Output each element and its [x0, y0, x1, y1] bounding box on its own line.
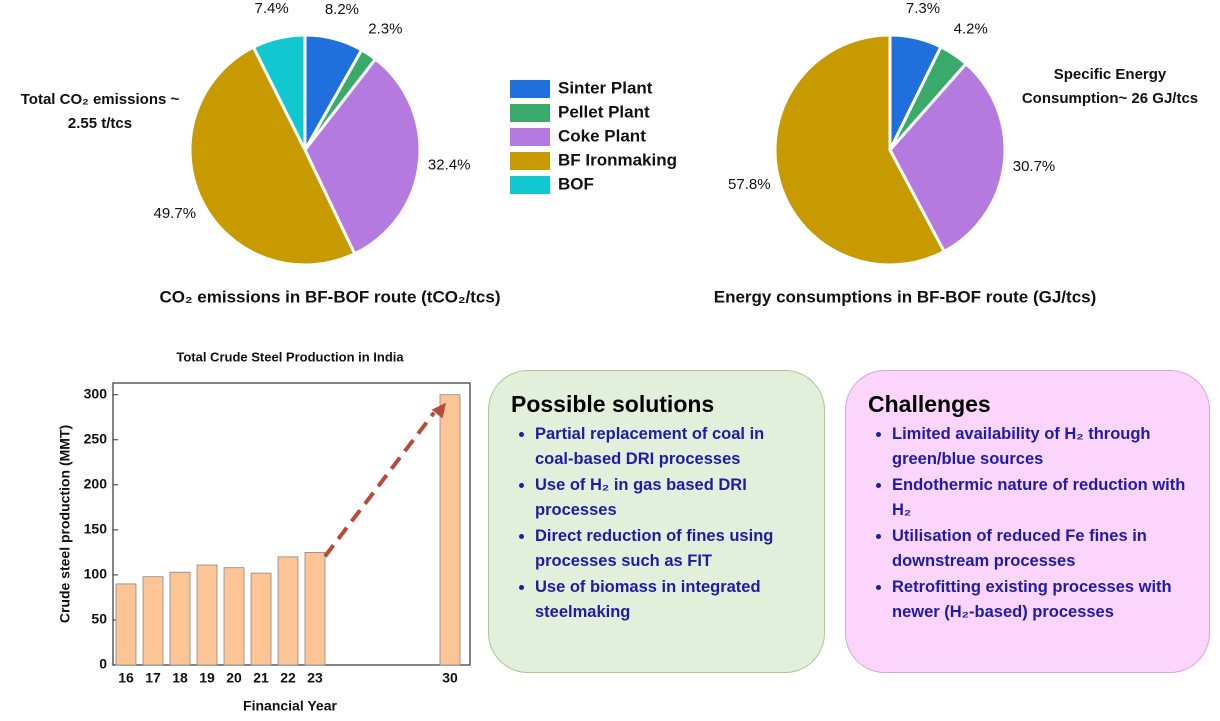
- bar: [223, 567, 245, 666]
- challenges-panel: Challenges Limited availability of H₂ th…: [845, 370, 1210, 673]
- data-label: 7.3%: [906, 0, 940, 17]
- annotation: 2.55 t/tcs: [68, 115, 132, 132]
- x-tick-label: 19: [199, 670, 215, 686]
- legend-swatch: [510, 152, 550, 170]
- chart-title: CO₂ emissions in BF-BOF route (tCO₂/tcs): [160, 287, 501, 306]
- legend-label: Sinter Plant: [558, 78, 653, 97]
- solutions-panel: Possible solutions Partial replacement o…: [488, 370, 825, 673]
- panel-item: Use of H₂ in gas based DRI processes: [535, 473, 806, 523]
- bar: [250, 572, 272, 666]
- pie-slice: [251, 33, 307, 151]
- data-label: 32.4%: [428, 156, 471, 173]
- y-tick-label: 0: [99, 656, 107, 672]
- y-axis-label: Crude steel production (MMT): [57, 425, 73, 623]
- panel-title: Possible solutions: [511, 391, 715, 417]
- y-tick-label: 300: [84, 385, 108, 401]
- x-tick-label: 30: [442, 670, 458, 686]
- data-label: 4.2%: [954, 21, 988, 38]
- panel-item: Retrofitting existing processes with new…: [892, 575, 1191, 625]
- legend-label: Coke Plant: [558, 126, 646, 145]
- y-tick-label: 100: [84, 566, 108, 582]
- panel-item: Utilisation of reduced Fe fines in downs…: [892, 524, 1191, 574]
- x-tick-label: 22: [280, 670, 296, 686]
- arrow-head: [431, 402, 446, 419]
- bar: [304, 551, 326, 666]
- x-tick-label: 16: [118, 670, 134, 686]
- bar: [277, 556, 299, 666]
- panel-item: Partial replacement of coal in coal-base…: [535, 422, 806, 472]
- annotation: Consumption~ 26 GJ/tcs: [1022, 90, 1198, 107]
- data-label: 49.7%: [154, 205, 197, 222]
- legend-label: Pellet Plant: [558, 102, 650, 121]
- y-tick-label: 250: [84, 430, 108, 446]
- y-tick-label: 50: [91, 611, 107, 627]
- bar: [115, 583, 137, 666]
- bar: [142, 576, 164, 666]
- legend-swatch: [510, 80, 550, 98]
- data-label: 8.2%: [325, 1, 359, 18]
- data-label: 30.7%: [1013, 158, 1056, 175]
- chart-title: Energy consumptions in BF-BOF route (GJ/…: [714, 287, 1097, 306]
- legend-swatch: [510, 104, 550, 122]
- x-tick-label: 20: [226, 670, 242, 686]
- pie-slice: [303, 57, 422, 256]
- annotation: Total CO₂ emissions ~: [21, 91, 180, 108]
- y-tick-label: 200: [84, 476, 108, 492]
- legend-swatch: [510, 128, 550, 146]
- x-tick-label: 18: [172, 670, 188, 686]
- panel-item: Endothermic nature of reduction with H₂: [892, 473, 1191, 523]
- annotation: Specific Energy: [1054, 66, 1167, 83]
- data-label: 7.4%: [254, 0, 288, 17]
- bar: [196, 564, 218, 666]
- pie-slice: [888, 61, 1007, 254]
- panel-item: Direct reduction of fines using processe…: [535, 524, 806, 574]
- panel-item: Limited availability of H₂ through green…: [892, 422, 1191, 472]
- legend-label: BOF: [558, 174, 594, 193]
- data-label: 2.3%: [368, 20, 402, 37]
- item-list: Limited availability of H₂ through green…: [868, 422, 1191, 625]
- legend-swatch: [510, 176, 550, 194]
- panel-title: Challenges: [868, 391, 991, 417]
- chart-title: Total Crude Steel Production in India: [176, 349, 404, 364]
- trend-arrow: [323, 411, 436, 558]
- data-label: 57.8%: [728, 176, 771, 193]
- pie-slice: [188, 45, 357, 267]
- y-tick-label: 150: [84, 521, 108, 537]
- item-list: Partial replacement of coal in coal-base…: [511, 422, 806, 625]
- panel-item: Use of biomass in integrated steelmaking: [535, 575, 806, 625]
- pie-slice: [773, 33, 947, 267]
- x-axis-label: Financial Year: [243, 698, 337, 714]
- legend-label: BF Ironmaking: [558, 150, 677, 169]
- bar: [439, 394, 461, 666]
- bar: [169, 571, 191, 666]
- x-tick-label: 21: [253, 670, 269, 686]
- x-tick-label: 23: [307, 670, 323, 686]
- x-tick-label: 17: [145, 670, 161, 686]
